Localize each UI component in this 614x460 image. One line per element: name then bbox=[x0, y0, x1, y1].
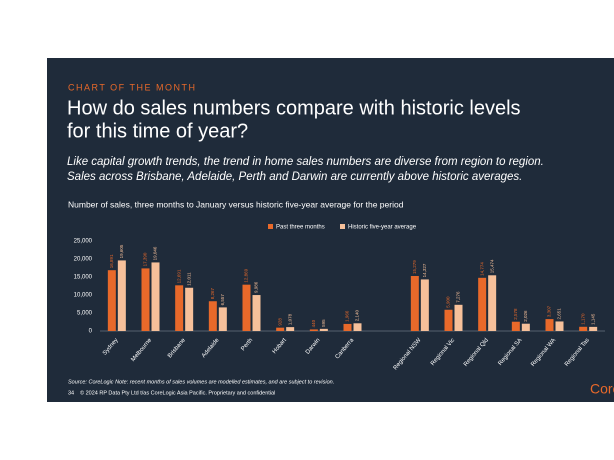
bar bbox=[454, 304, 463, 331]
y-tick-label: 5,000 bbox=[77, 311, 93, 317]
y-tick-label: 0 bbox=[89, 329, 93, 335]
bar bbox=[478, 277, 487, 331]
value-label: 9,986 bbox=[254, 281, 259, 293]
bar bbox=[488, 275, 497, 331]
chart-title: Number of sales, three months to January… bbox=[68, 199, 404, 209]
bar bbox=[218, 307, 227, 331]
bar bbox=[410, 275, 419, 331]
bar bbox=[420, 279, 429, 331]
value-label: 2,026 bbox=[523, 310, 528, 322]
value-label: 928 bbox=[277, 318, 282, 326]
value-label: 12,691 bbox=[176, 269, 181, 283]
value-label: 19,046 bbox=[153, 246, 158, 260]
value-label: 1,145 bbox=[590, 313, 595, 325]
value-label: 2,578 bbox=[513, 308, 518, 320]
slide-background bbox=[47, 58, 614, 402]
value-label: 7,276 bbox=[456, 291, 461, 303]
value-label: 5,900 bbox=[446, 296, 451, 308]
legend-swatch bbox=[268, 224, 273, 229]
value-label: 1,966 bbox=[345, 310, 350, 322]
logo: Core bbox=[590, 381, 614, 397]
bar bbox=[117, 260, 126, 331]
source: Source: CoreLogic Note: recent months of… bbox=[68, 379, 334, 385]
value-label: 12,011 bbox=[186, 272, 191, 286]
bar bbox=[175, 285, 184, 331]
value-label: 14,327 bbox=[422, 263, 427, 277]
bar bbox=[511, 321, 520, 331]
value-label: 17,390 bbox=[143, 252, 148, 266]
kicker: CHART OF THE MONTH bbox=[68, 82, 197, 92]
value-label: 15,279 bbox=[412, 260, 417, 274]
bar bbox=[276, 327, 285, 331]
y-tick-label: 10,000 bbox=[74, 293, 93, 299]
title-line: How do sales numbers compare with histor… bbox=[67, 97, 521, 119]
value-label: 19,605 bbox=[119, 244, 124, 258]
bar bbox=[151, 262, 160, 331]
bar bbox=[185, 287, 194, 331]
bar bbox=[555, 321, 564, 331]
bar bbox=[353, 323, 362, 331]
value-label: 2,140 bbox=[355, 310, 360, 322]
value-label: 595 bbox=[321, 319, 326, 327]
value-label: 8,267 bbox=[210, 287, 215, 299]
bar bbox=[208, 301, 217, 331]
value-label: 1,078 bbox=[287, 313, 292, 325]
copyright: © 2024 RP Data Pty Ltd t/as CoreLogic As… bbox=[80, 389, 275, 396]
value-label: 2,651 bbox=[557, 308, 562, 320]
bar bbox=[107, 270, 116, 331]
value-label: 440 bbox=[311, 319, 316, 327]
page-number: 34 bbox=[68, 390, 74, 396]
subtitle-line: Like capital growth trends, the trend in… bbox=[67, 156, 544, 168]
bar bbox=[444, 309, 453, 331]
y-tick-label: 15,000 bbox=[74, 275, 93, 281]
bar bbox=[589, 326, 598, 331]
bar bbox=[521, 323, 530, 331]
subtitle-line: Sales across Brisbane, Adelaide, Perth a… bbox=[67, 171, 522, 183]
legend-label: Past three months bbox=[276, 225, 325, 231]
value-label: 1,170 bbox=[580, 313, 585, 325]
value-label: 6,557 bbox=[220, 294, 225, 306]
bar bbox=[319, 328, 328, 331]
y-tick-label: 20,000 bbox=[74, 257, 93, 263]
value-label: 12,869 bbox=[244, 268, 249, 282]
title-line: for this time of year? bbox=[67, 120, 248, 142]
bar bbox=[286, 327, 295, 331]
bar bbox=[579, 326, 588, 331]
value-label: 3,307 bbox=[547, 305, 552, 317]
bar bbox=[242, 284, 251, 331]
bar bbox=[545, 319, 554, 331]
value-label: 16,891 bbox=[109, 254, 114, 268]
bar bbox=[252, 295, 261, 331]
y-tick-label: 25,000 bbox=[74, 239, 93, 245]
value-label: 15,474 bbox=[489, 259, 494, 273]
bar bbox=[309, 329, 318, 331]
bar bbox=[343, 323, 352, 331]
legend-label: Historic five-year average bbox=[348, 225, 417, 231]
legend-swatch bbox=[340, 224, 345, 229]
value-label: 14,774 bbox=[479, 262, 484, 276]
bar bbox=[141, 268, 150, 331]
